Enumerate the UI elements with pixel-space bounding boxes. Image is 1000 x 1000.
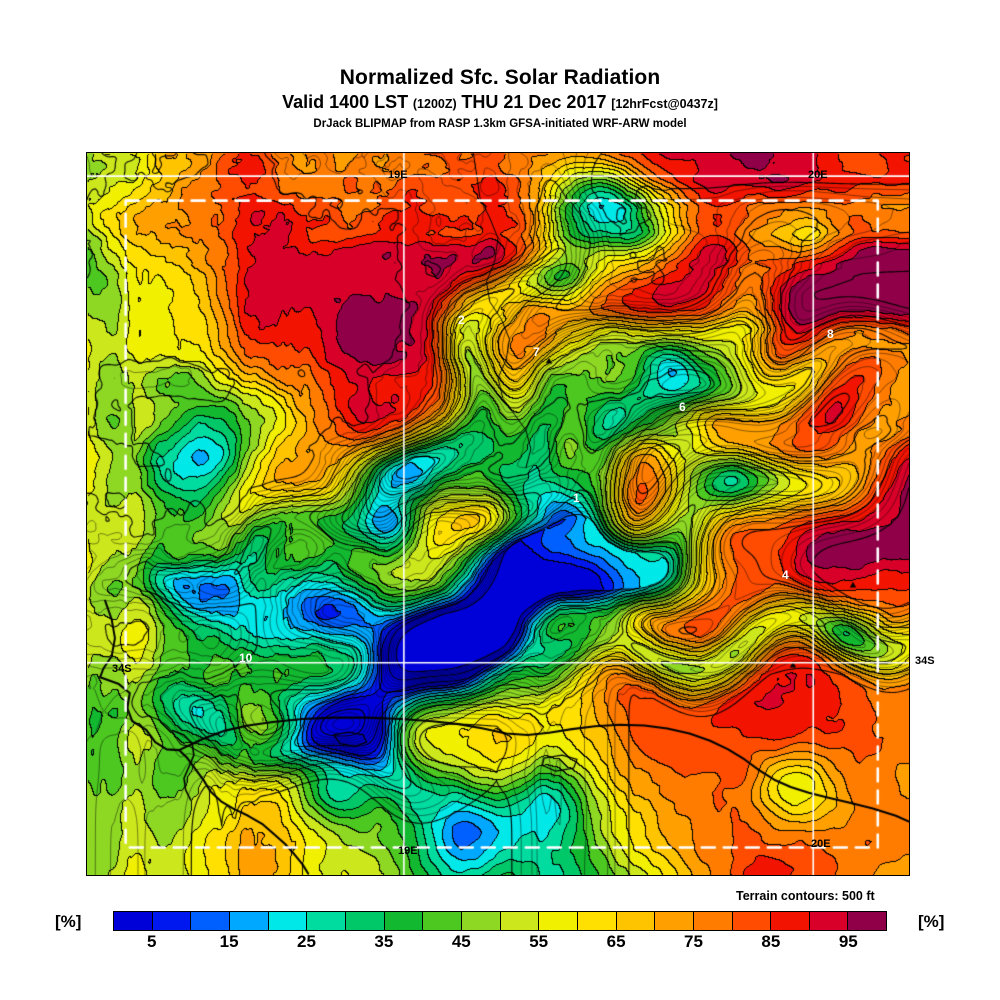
colorbar-tick-35: 35 xyxy=(374,932,394,951)
colorbar-tick-65: 65 xyxy=(606,932,626,951)
colorbar-tick-labels: 5 15 25 35 45 55 65 75 85 95 xyxy=(113,932,887,956)
colorbar-segment-7 xyxy=(384,912,424,930)
colorbar-segment-10 xyxy=(500,912,540,930)
colorbar-segment-9 xyxy=(461,912,501,930)
colorbar-segment-1 xyxy=(152,912,192,930)
valid-time-prefix: Valid 1400 LST xyxy=(282,92,409,112)
colorbar-segment-8 xyxy=(423,912,462,930)
colorbar-segment-17 xyxy=(771,912,810,930)
terrain-contour-overlay xyxy=(87,153,909,875)
colorbar-tick-25: 25 xyxy=(297,932,316,951)
colorbar[interactable] xyxy=(113,911,887,931)
colorbar-segment-12 xyxy=(577,912,617,930)
colorbar-tick-5: 5 xyxy=(146,932,157,951)
colorbar-segment-14 xyxy=(655,912,694,930)
station-marker-4[interactable]: 4 xyxy=(782,568,789,582)
colorbar-tick-55: 55 xyxy=(529,932,549,951)
page-title: Normalized Sfc. Solar Radiation xyxy=(339,66,661,89)
lon-label-top-left: 19E xyxy=(388,169,408,181)
valid-date: THU 21 Dec 2017 xyxy=(461,92,607,112)
lat-label-left: 34S xyxy=(112,663,132,675)
colorbar-tick-85: 85 xyxy=(761,932,781,951)
valid-time-line: Valid 1400 LST (1200Z) THU 21 Dec 2017 [… xyxy=(0,91,1000,115)
colorbar-segment-16 xyxy=(732,912,772,930)
forecast-tag: [12hrFcst@0437z] xyxy=(611,97,718,111)
lat-label-right: 34S xyxy=(915,655,935,667)
colorbar-segment-18 xyxy=(809,912,849,930)
colorbar-segment-11 xyxy=(539,912,578,930)
colorbar-segment-0 xyxy=(114,912,153,930)
lon-label-bottom-left: 19E xyxy=(398,845,418,857)
colorbar-segment-4 xyxy=(268,912,308,930)
station-marker-1[interactable]: 1 xyxy=(573,491,580,505)
colorbar-segment-15 xyxy=(693,912,733,930)
title-block: Normalized Sfc. Solar Radiation Valid 14… xyxy=(0,66,1000,132)
colorbar-unit-left: [%] xyxy=(55,912,82,931)
colorbar-unit-right: [%] xyxy=(918,912,945,931)
station-marker-2[interactable]: 2 xyxy=(458,313,465,327)
lon-label-bottom-right: 20E xyxy=(811,838,831,850)
station-marker-10[interactable]: 10 xyxy=(239,651,253,665)
model-description: DrJack BLIPMAP from RASP 1.3km GFSA-init… xyxy=(313,118,687,130)
colorbar-tick-45: 45 xyxy=(451,932,471,951)
colorbar-segment-19 xyxy=(848,912,887,930)
colorbar-segment-5 xyxy=(307,912,346,930)
colorbar-tick-95: 95 xyxy=(838,932,858,951)
colorbar-segment-3 xyxy=(229,912,269,930)
station-marker-8[interactable]: 8 xyxy=(827,327,834,341)
colorbar-tick-15: 15 xyxy=(219,932,239,951)
colorbar-segment-6 xyxy=(345,912,385,930)
colorbar-segment-13 xyxy=(616,912,656,930)
station-marker-7[interactable]: 7 xyxy=(533,345,540,359)
station-marker-6[interactable]: 6 xyxy=(679,400,686,414)
colorbar-tick-75: 75 xyxy=(684,932,703,951)
terrain-contour-note: Terrain contours: 500 ft xyxy=(736,889,875,903)
forecast-map[interactable] xyxy=(86,152,910,876)
colorbar-segment-2 xyxy=(191,912,230,930)
valid-time-utc: (1200Z) xyxy=(412,97,457,111)
lon-label-top-right: 20E xyxy=(808,169,828,181)
